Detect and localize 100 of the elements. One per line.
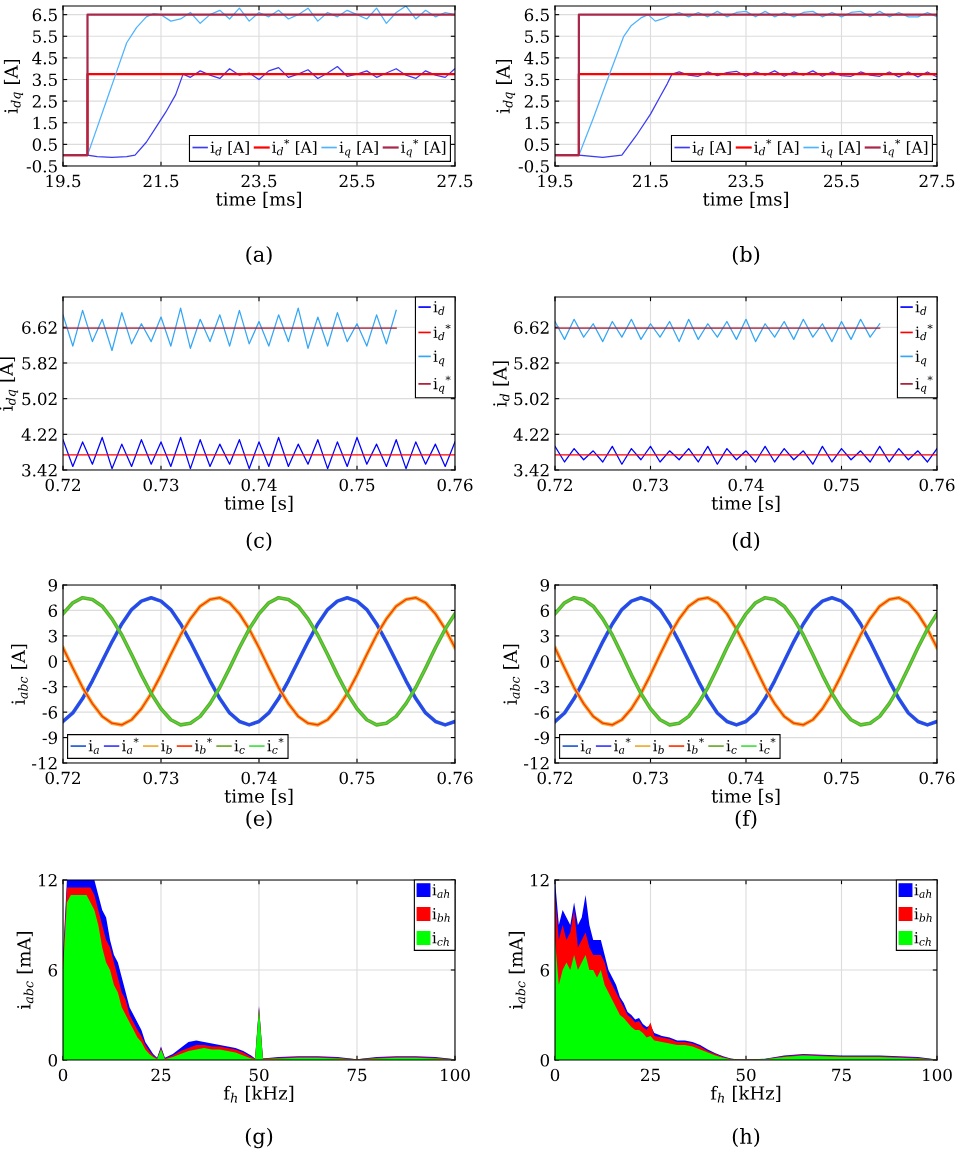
y-tick-label: -9: [42, 731, 58, 745]
y-tick-label: 5.82: [22, 356, 57, 370]
x-tick-label: 0.73: [143, 478, 179, 492]
x-tick-label: 0: [58, 1068, 68, 1082]
x-axis-title: time [s]: [224, 495, 293, 512]
x-tick-label: 100: [441, 1068, 470, 1082]
legend-label: i$_{a}$$^{*}$: [614, 737, 631, 754]
x-tick-label: 27.5: [437, 174, 473, 188]
y-tick-label: 4.22: [513, 428, 549, 441]
y-tick-label: 1.5: [33, 116, 57, 130]
y-tick-label: 3.5: [524, 73, 549, 87]
x-axis-title: time [s]: [224, 788, 293, 805]
y-tick-label: 1.5: [525, 116, 549, 130]
y-axis-title: i$_{dq}$ [A]: [495, 59, 516, 114]
y-tick-label: 5.02: [514, 392, 549, 406]
legend-label: i$_{d}$$^{*}$: [915, 324, 933, 341]
y-tick-label: 0.5: [524, 138, 549, 151]
text: (e): [246, 809, 272, 829]
x-tick-label: 23.5: [728, 174, 764, 188]
y-axis-title: i$_{abc}$ [A]: [11, 644, 28, 705]
x-tick-label: 0.76: [919, 478, 955, 492]
legend-label: i$_{ch}$: [914, 932, 931, 946]
legend-label: i$_{ah}$: [432, 884, 450, 898]
x-tick-label: 23.5: [241, 174, 277, 188]
x-tick-label: 19.5: [538, 174, 573, 188]
y-tick-label: -12: [32, 756, 57, 770]
x-tick-label: 75: [832, 1068, 851, 1082]
x-tick-label: 0.73: [143, 771, 179, 785]
y-axis-title: i$_{abc}$ [A]: [503, 644, 520, 705]
legend-label: i$_{a}$: [88, 740, 99, 754]
y-tick-label: 6.5: [524, 8, 549, 22]
legend-label: i$_{q}$ [A]: [821, 141, 860, 158]
y-axis-title: i$_{abc}$ [mA]: [508, 932, 526, 1009]
text: (f): [735, 809, 757, 829]
x-tick-label: 0.74: [728, 771, 764, 785]
x-tick-label: 100: [923, 1068, 952, 1082]
x-tick-label: 0.74: [241, 771, 277, 785]
y-tick-label: 0: [540, 1053, 550, 1067]
x-tick-label: 25.5: [339, 174, 375, 188]
x-axis-title: f$_{h}$ [kHz]: [710, 1085, 781, 1103]
x-tick-label: 0.75: [824, 478, 859, 492]
y-tick-label: 2.5: [524, 95, 549, 108]
text: (b): [732, 245, 760, 265]
y-tick-label: -3: [534, 680, 549, 694]
y-tick-label: 0: [48, 1053, 58, 1067]
y-tick-label: -6: [42, 706, 58, 719]
x-axis-title: f$_{h}$ [kHz]: [223, 1085, 294, 1103]
legend-label: i$_{c}$$^{*}$: [759, 737, 776, 754]
x-tick-label: 25: [151, 1068, 171, 1082]
legend-label: i$_{q}$$^{*}$: [915, 375, 933, 394]
legend-label: i$_{b}$: [653, 740, 664, 754]
text: (c): [246, 531, 272, 551]
legend-label: i$_{c}$$^{*}$: [267, 737, 284, 754]
y-tick-label: 0.5: [32, 138, 57, 151]
x-tick-label: 0.76: [437, 478, 473, 492]
y-tick-label: 3.42: [22, 463, 57, 477]
y-tick-label: 3: [48, 629, 57, 643]
y-tick-label: 0: [540, 655, 550, 668]
y-tick-label: 2.5: [32, 95, 57, 108]
y-tick-label: 4.5: [32, 51, 57, 65]
x-tick-label: 25: [641, 1068, 660, 1082]
text: (d): [732, 531, 760, 551]
legend-label: i$_{d}$$^{*}$: [433, 324, 451, 341]
legend-label: i$_{d}$$^{*}$ [A]: [272, 139, 317, 156]
legend-label: i$_{ch}$: [432, 932, 449, 946]
legend-label: i$_{q}$$^{*}$ [A]: [883, 139, 928, 158]
y-tick-label: 6.62: [22, 321, 57, 334]
y-tick-label: 9: [48, 578, 58, 592]
legend-label: i$_{b}$$^{*}$: [194, 737, 212, 754]
legend-label: i$_{a}$: [580, 740, 591, 754]
legend-label: i$_{d}$ [A]: [210, 141, 249, 156]
legend-label: i$_{bh}$: [432, 908, 450, 922]
legend-label: i$_{b}$$^{*}$: [686, 737, 704, 754]
legend-label: i$_{c}$: [234, 740, 245, 754]
x-tick-label: 50: [736, 1068, 756, 1082]
x-tick-label: 0.75: [339, 478, 375, 492]
x-tick-label: 0.73: [633, 771, 668, 785]
x-tick-label: 0.72: [537, 771, 572, 785]
y-tick-label: 6.62: [514, 321, 549, 334]
x-tick-label: 0.73: [633, 478, 668, 492]
legend-label: i$_{q}$: [433, 350, 445, 367]
y-tick-label: 9: [540, 578, 550, 592]
y-tick-label: 12: [530, 873, 549, 887]
y-tick-label: 12: [38, 873, 57, 887]
legend-label: i$_{q}$$^{*}$: [433, 375, 451, 394]
x-tick-label: 0.75: [339, 771, 375, 785]
x-tick-label: 0.74: [241, 478, 277, 492]
text: (g): [245, 1127, 273, 1149]
x-tick-label: 75: [347, 1068, 367, 1082]
y-tick-label: 5.82: [514, 356, 549, 370]
x-tick-label: 0: [550, 1068, 560, 1082]
legend-label: i$_{d}$$^{*}$ [A]: [754, 139, 799, 156]
x-tick-label: 21.5: [633, 174, 668, 188]
y-tick-label: 6: [540, 604, 550, 617]
y-tick-label: -0.5: [518, 159, 549, 173]
legend-label: i$_{q}$$^{*}$ [A]: [401, 139, 446, 158]
x-tick-label: 0.76: [919, 771, 955, 785]
y-tick-label: -6: [534, 706, 550, 719]
y-tick-label: -0.5: [26, 159, 57, 173]
legend-label: i$_{ah}$: [914, 884, 932, 898]
